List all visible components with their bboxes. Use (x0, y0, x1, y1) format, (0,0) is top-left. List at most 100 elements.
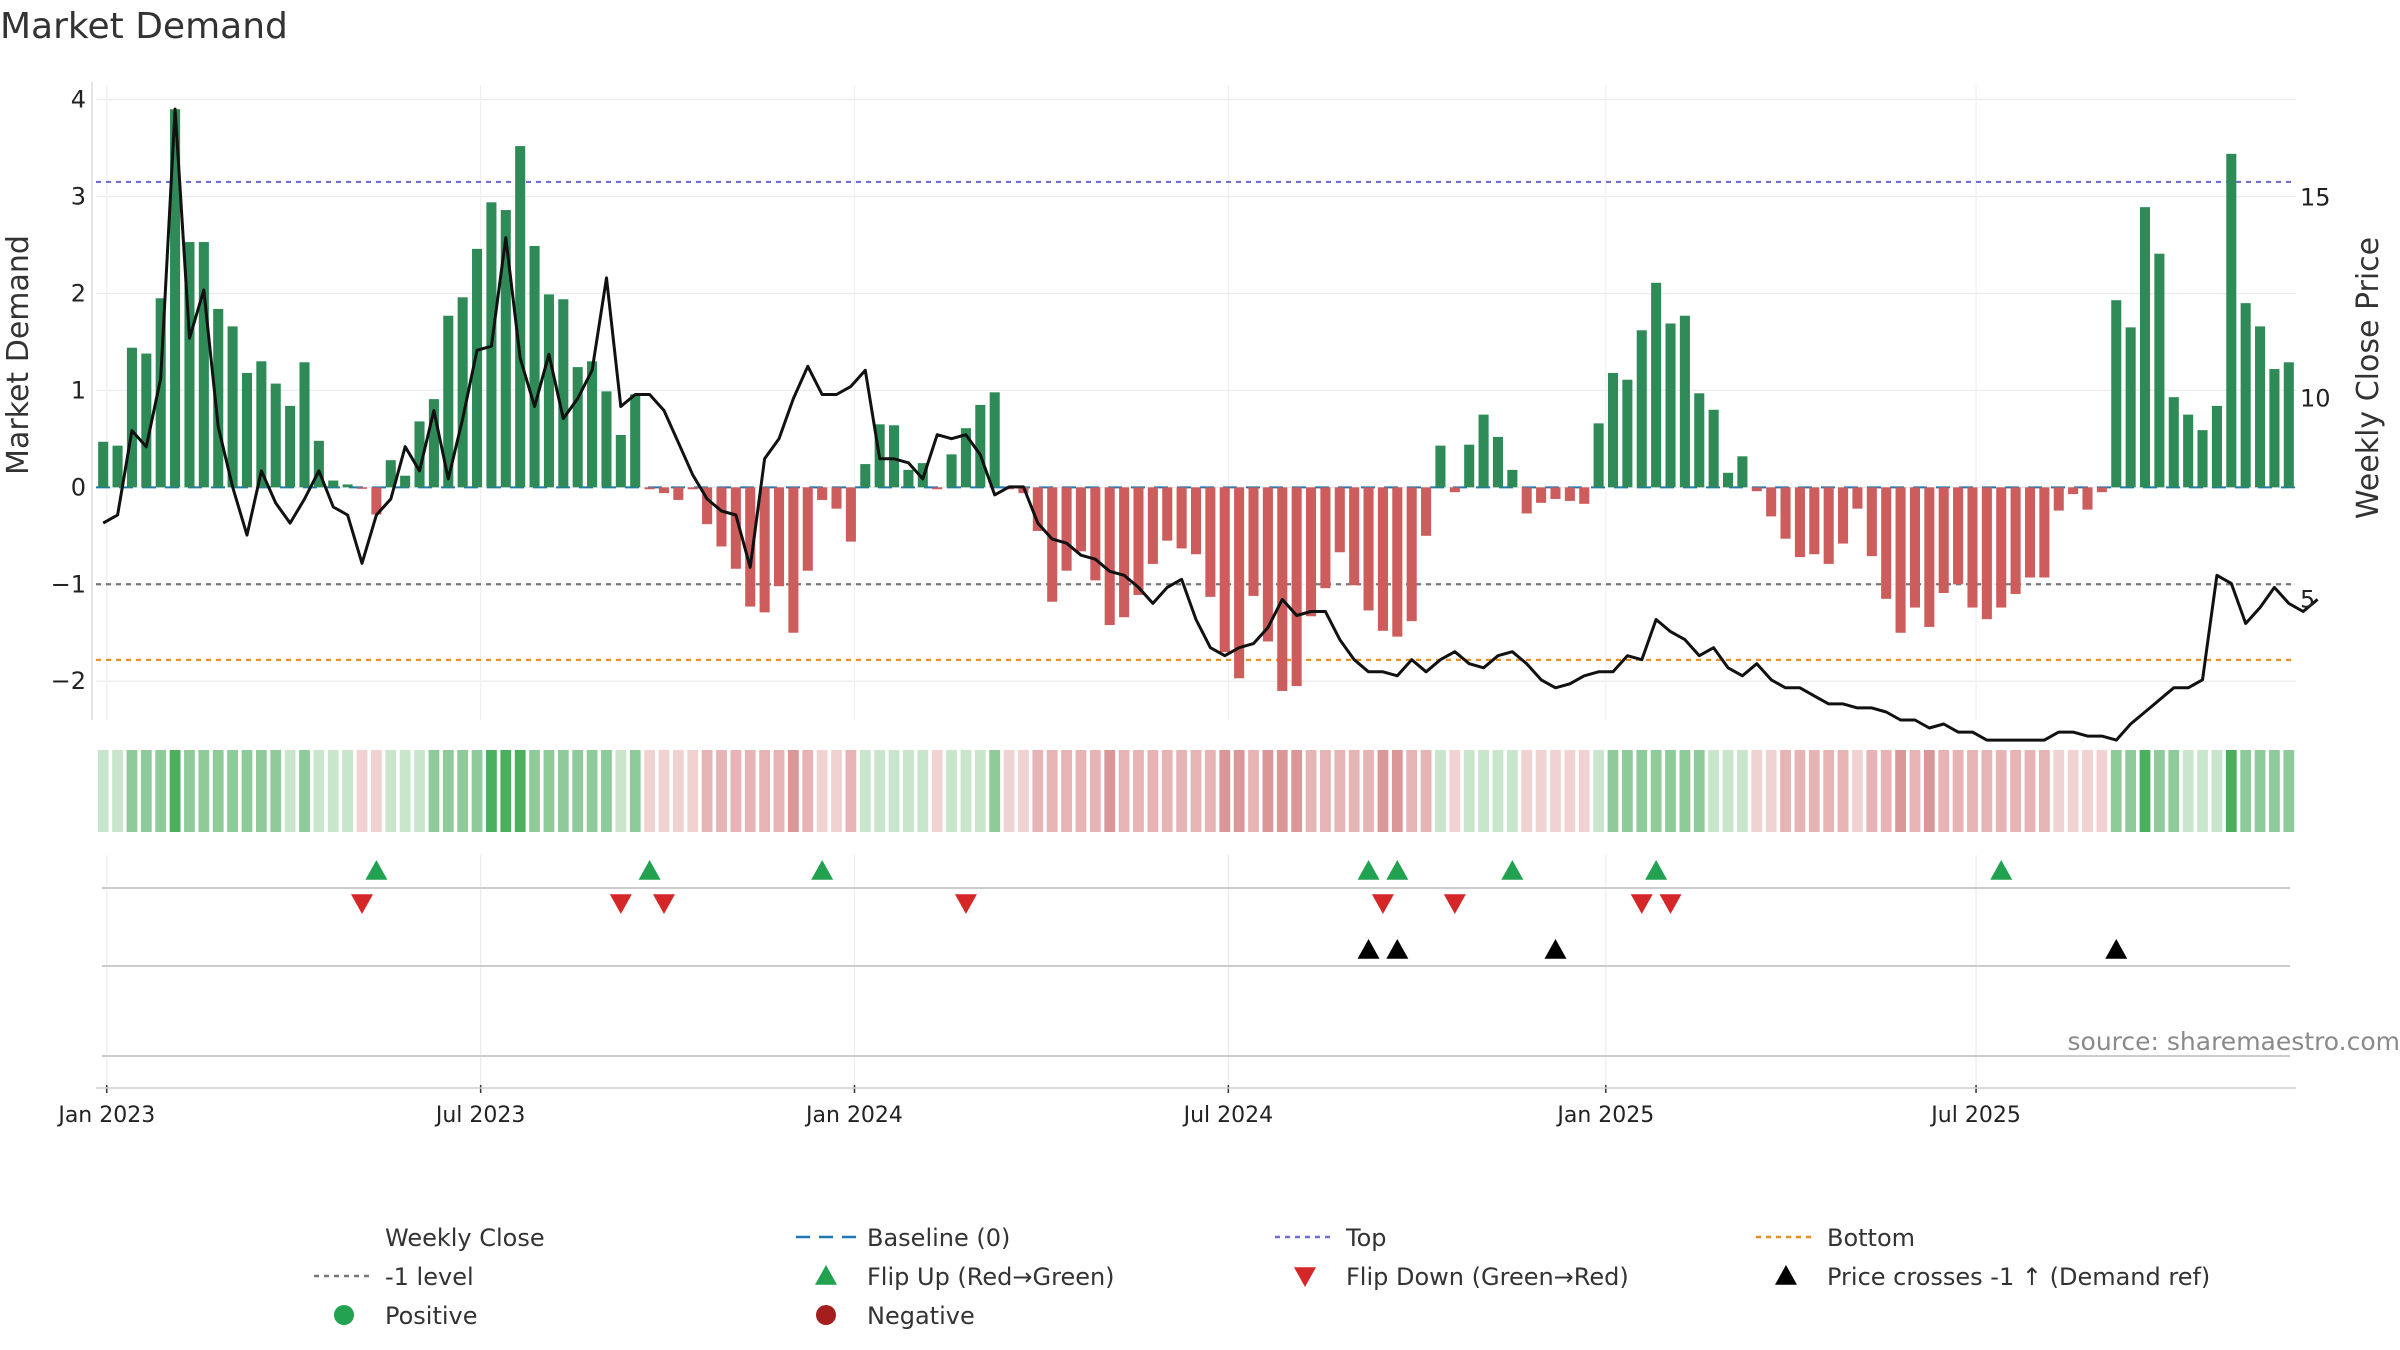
strength-cell (184, 750, 195, 832)
strength-cell (874, 750, 886, 832)
demand-bar (1421, 487, 1432, 536)
demand-bar (98, 441, 109, 488)
x-tick-label: Jul 2023 (434, 1103, 526, 1128)
price-cross-marker (1386, 939, 1409, 959)
demand-bar (845, 487, 856, 542)
strength-cell (1305, 750, 1317, 832)
demand-bar (1593, 423, 1604, 488)
demand-bar (1248, 487, 1259, 596)
strength-cell (1967, 750, 1978, 832)
strength-cell (1722, 750, 1734, 832)
flip-up-marker (1645, 860, 1668, 880)
demand-bar (1852, 487, 1863, 509)
strength-cell (140, 750, 152, 832)
demand-bar (1996, 487, 2007, 608)
event-markers (351, 860, 2128, 959)
strength-cell (1219, 750, 1231, 832)
demand-bar (860, 464, 871, 488)
strength-cell (1693, 750, 1705, 832)
strength-cell (1765, 750, 1777, 832)
legend-label: Weekly Close (385, 1224, 545, 1252)
demand-bar (1262, 487, 1273, 642)
demand-bar (385, 460, 396, 488)
strength-cell (385, 750, 397, 832)
x-tick-label: Jan 2025 (1555, 1103, 1654, 1128)
strength-cell (1248, 750, 1259, 832)
strength-cell (931, 750, 943, 832)
strength-cell (1564, 750, 1576, 832)
demand-bar (2125, 327, 2136, 488)
strength-cell (672, 750, 684, 832)
strength-cell (1621, 750, 1633, 832)
strength-cell (342, 750, 354, 832)
x-tick-label: Jul 2025 (1929, 1103, 2021, 1128)
demand-bar (932, 487, 943, 490)
strength-cell (529, 750, 540, 832)
demand-bar (1406, 487, 1417, 622)
demand-bar (1622, 379, 1633, 488)
strength-cell (629, 750, 641, 832)
strength-cell (1866, 750, 1878, 832)
demand-bar (256, 361, 267, 488)
strength-cell (1535, 750, 1547, 832)
strength-cell (486, 750, 497, 832)
demand-bar (1392, 487, 1403, 637)
strength-cell (457, 750, 469, 832)
strength-cell (1046, 750, 1058, 832)
demand-bar (1967, 487, 1978, 608)
demand-bar (572, 367, 583, 488)
demand-bar (241, 372, 253, 488)
demand-bar (1550, 487, 1561, 499)
demand-bar (1521, 487, 1532, 514)
flip-down-marker (1371, 894, 1394, 914)
demand-bar (1133, 487, 1144, 595)
strength-cell (1923, 750, 1935, 832)
demand-bar (1838, 487, 1849, 544)
demand-bar (1435, 445, 1446, 488)
flip-down-marker (1443, 894, 1466, 914)
strength-cell (2254, 750, 2266, 832)
strength-cell (615, 750, 627, 832)
demand-bar (1708, 409, 1719, 488)
demand-bar (1478, 414, 1489, 488)
demand-bar (472, 248, 483, 488)
flip-down-marker (1659, 894, 1682, 914)
strength-cell (1938, 750, 1950, 832)
y-tick-label-right: 15 (2300, 184, 2331, 212)
demand-bar (2183, 414, 2194, 488)
strength-cell (1794, 750, 1806, 832)
x-tick-label: Jul 2024 (1182, 1103, 1274, 1128)
demand-bar (1823, 487, 1834, 564)
strength-cell (1665, 750, 1676, 832)
strength-cell (1348, 750, 1360, 832)
demand-bar (1162, 487, 1173, 541)
strength-cell (859, 750, 871, 832)
demand-bar (2068, 487, 2079, 495)
strength-cell (371, 750, 382, 832)
strength-cell (1578, 750, 1590, 832)
demand-bar (1665, 323, 1676, 488)
demand-bar (2082, 487, 2093, 510)
demand-bar (1047, 487, 1058, 602)
flip-up-marker (811, 860, 834, 880)
demand-bar (1205, 487, 1216, 597)
demand-bar (1981, 487, 1992, 620)
strength-cell (1550, 750, 1561, 832)
weekly-close-line (102, 107, 2319, 742)
demand-bar (2053, 487, 2064, 511)
strength-cell (1492, 750, 1504, 832)
x-tick-label: Jan 2023 (56, 1103, 155, 1128)
strength-cell (442, 750, 454, 832)
demand-bar (1377, 487, 1388, 631)
demand-bar (1320, 487, 1331, 589)
demand-bar (946, 454, 957, 488)
strength-cell (802, 750, 814, 832)
strength-cell (1435, 750, 1446, 832)
strength-cell (1118, 750, 1130, 832)
demand-bar (1032, 487, 1043, 531)
strength-cell (2283, 750, 2295, 832)
demand-bar (889, 425, 900, 488)
demand-bar (630, 394, 641, 488)
demand-bar (400, 475, 411, 488)
